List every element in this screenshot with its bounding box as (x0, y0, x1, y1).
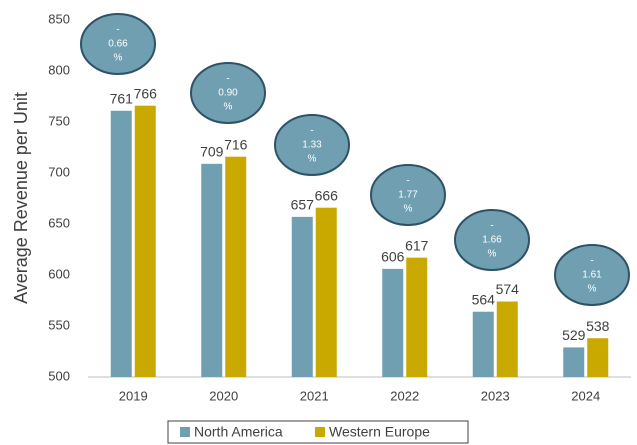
value-label: 716 (224, 136, 248, 152)
annotation-text: - (406, 176, 409, 187)
x-tick-label: 2021 (300, 388, 329, 403)
annotation-text: % (588, 284, 597, 295)
value-label: 538 (586, 318, 610, 334)
y-tick-label: 700 (48, 164, 70, 179)
y-tick-label: 600 (48, 266, 70, 281)
x-tick-label: 2024 (571, 388, 600, 403)
bar (134, 105, 156, 378)
bar (472, 311, 494, 377)
value-label: 666 (315, 187, 339, 203)
annotation-text: % (224, 102, 233, 113)
annotation-text: % (114, 53, 123, 64)
y-axis-label: Average Revenue per Unit (11, 92, 31, 304)
bar (291, 216, 313, 377)
legend-swatch (180, 427, 190, 437)
annotation-bubble (370, 164, 446, 226)
annotation-text: - (490, 221, 493, 232)
y-tick-label: 750 (48, 113, 70, 128)
annotation-text: - (226, 74, 229, 85)
bar (315, 207, 337, 377)
annotation-text: - (310, 126, 313, 137)
x-tick-label: 2019 (119, 388, 148, 403)
annotation-text: 1.77 (398, 190, 418, 201)
legend-label: Western Europe (329, 424, 430, 440)
annotation-bubble (190, 62, 266, 124)
bar (587, 338, 609, 377)
legend-swatch (315, 427, 325, 437)
bar (382, 268, 404, 377)
y-tick-label: 800 (48, 62, 70, 77)
annotation-text: % (488, 249, 497, 260)
bar (406, 257, 428, 377)
bar (201, 163, 223, 377)
value-label: 657 (291, 197, 315, 213)
x-tick-label: 2020 (209, 388, 238, 403)
annotation-text: - (590, 256, 593, 267)
value-label: 529 (562, 327, 586, 343)
annotation-text: - (116, 25, 119, 36)
x-tick-label: 2023 (481, 388, 510, 403)
annotation-bubble (454, 209, 530, 271)
value-label: 617 (405, 237, 429, 253)
value-label: 574 (496, 281, 520, 297)
annotation-text: 0.90 (218, 88, 238, 99)
annotation-text: 0.66 (108, 39, 128, 50)
annotation-text: 1.33 (302, 140, 322, 151)
bar (563, 347, 585, 377)
bar (225, 156, 247, 377)
value-label: 606 (381, 249, 405, 265)
annotation-bubble (274, 114, 350, 176)
annotation-text: % (404, 204, 413, 215)
y-tick-label: 850 (48, 11, 70, 26)
annotation-bubble (554, 244, 630, 306)
x-tick-label: 2022 (390, 388, 419, 403)
annotation-bubble (80, 13, 156, 75)
annotation-text: % (308, 154, 317, 165)
value-label: 766 (134, 85, 158, 101)
annotation-text: 1.61 (582, 270, 602, 281)
value-label: 761 (110, 90, 134, 106)
bar (110, 110, 132, 377)
y-tick-label: 550 (48, 317, 70, 332)
annotation-text: 1.66 (482, 235, 502, 246)
value-label: 709 (200, 144, 224, 160)
legend-label: North America (194, 424, 283, 440)
bar (496, 301, 518, 377)
y-tick-label: 650 (48, 215, 70, 230)
y-tick-label: 500 (48, 368, 70, 383)
value-label: 564 (472, 291, 496, 307)
